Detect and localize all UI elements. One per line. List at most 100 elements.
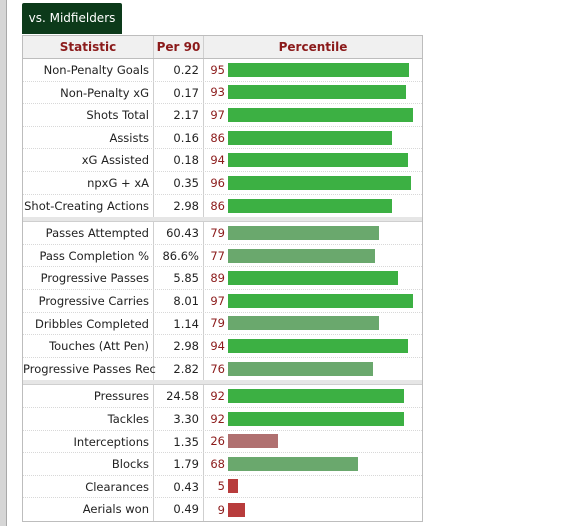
table-row: Dribbles Completed 1.14 79 (23, 312, 422, 336)
percentile-bar (228, 362, 374, 377)
per90-value: 2.82 (154, 357, 204, 381)
per90-value: 0.43 (154, 475, 204, 498)
per90-value: 2.98 (154, 335, 204, 357)
per90-value: 0.35 (154, 171, 204, 194)
table-row: Pressures 24.58 92 (23, 385, 422, 408)
table-row: Passes Attempted 60.43 79 (23, 222, 422, 245)
per90-value: 86.6% (154, 244, 204, 267)
table-row: Tackles 3.30 92 (23, 407, 422, 431)
percentile-cell: 76 (204, 358, 422, 381)
table-row: npxG + xA 0.35 96 (23, 171, 422, 195)
percentile-bar-track (228, 456, 419, 471)
percentile-value: 76 (210, 362, 225, 377)
percentile-cell: 5 (204, 476, 422, 498)
percentile-value: 79 (210, 316, 225, 331)
percentile-bar (228, 456, 358, 471)
header-statistic[interactable]: Statistic (23, 36, 154, 58)
percentile-cell: 94 (204, 335, 422, 357)
percentile-bar (228, 62, 410, 77)
stat-name: Tackles (23, 407, 154, 430)
table-row: Touches (Att Pen) 2.98 94 (23, 335, 422, 358)
percentile-bar (228, 107, 414, 122)
percentile-cell: 79 (204, 313, 422, 335)
per90-value: 0.18 (154, 149, 204, 171)
percentile-value: 79 (210, 225, 225, 240)
table-row: Pass Completion % 86.6% 77 (23, 244, 422, 268)
percentile-cell: 86 (204, 127, 422, 149)
percentile-bar (228, 479, 238, 494)
percentile-value: 86 (210, 130, 225, 145)
header-per90[interactable]: Per 90 (154, 36, 204, 58)
percentile-value: 95 (210, 62, 225, 77)
stat-name: Blocks (23, 453, 154, 475)
per90-value: 0.22 (154, 59, 204, 81)
stat-name: Progressive Passes (23, 267, 154, 289)
table-row: Progressive Carries 8.01 97 (23, 289, 422, 313)
percentile-cell: 86 (204, 195, 422, 218)
tab-vs-midfielders[interactable]: vs. Midfielders (22, 3, 122, 34)
percentile-cell: 94 (204, 149, 422, 171)
stat-name: Shots Total (23, 104, 154, 126)
table-row: Blocks 1.79 68 (23, 453, 422, 476)
percentile-value: 94 (210, 338, 225, 353)
percentile-bar-track (228, 107, 419, 122)
per90-value: 0.49 (154, 498, 204, 521)
percentile-bar (228, 153, 408, 168)
percentile-cell: 96 (204, 172, 422, 194)
percentile-bar-track (228, 248, 419, 263)
stat-name: Interceptions (23, 430, 154, 453)
percentile-value: 97 (210, 293, 225, 308)
per90-value: 24.58 (154, 385, 204, 407)
stat-name: xG Assisted (23, 149, 154, 171)
percentile-bar-track (228, 153, 419, 168)
header-percentile[interactable]: Percentile (278, 40, 348, 54)
percentile-cell: 92 (204, 385, 422, 407)
stat-name: Assists (23, 126, 154, 149)
percentile-value: 93 (210, 85, 225, 100)
percentile-bar (228, 338, 408, 353)
table-row: Assists 0.16 86 (23, 126, 422, 150)
percentile-bar-track (228, 62, 419, 77)
stat-name: Pass Completion % (23, 244, 154, 267)
percentile-bar (228, 85, 406, 100)
percentile-bar (228, 248, 376, 263)
stat-name: Passes Attempted (23, 222, 154, 244)
percentile-value: 26 (210, 434, 225, 449)
table-row: Shots Total 2.17 97 (23, 104, 422, 127)
percentile-bar (228, 502, 246, 517)
table-row: Non-Penalty Goals 0.22 95 (23, 59, 422, 82)
table-row: Progressive Passes 5.85 89 (23, 267, 422, 290)
percentile-cell: 95 (204, 59, 422, 81)
percentile-bar (228, 293, 414, 308)
stat-name: Aerials won (23, 498, 154, 521)
percentile-cell: 97 (204, 290, 422, 312)
per90-value: 60.43 (154, 222, 204, 244)
percentile-cell: 77 (204, 245, 422, 267)
percentile-bar-track (228, 130, 419, 145)
percentile-bar (228, 271, 398, 286)
table-body: Non-Penalty Goals 0.22 95 Non-Penalty xG 0.1… (23, 59, 422, 521)
percentile-bar (228, 130, 393, 145)
percentile-bar-track (228, 389, 419, 404)
percentile-cell: 26 (204, 431, 422, 453)
percentile-cell: 68 (204, 453, 422, 475)
percentile-value: 5 (217, 479, 225, 494)
stat-name: npxG + xA (23, 171, 154, 194)
table-row: Interceptions 1.35 26 (23, 430, 422, 454)
percentile-bar (228, 225, 379, 240)
percentile-bar (228, 175, 412, 190)
per90-value: 1.14 (154, 312, 204, 335)
percentile-cell: 93 (204, 82, 422, 104)
stat-name: Touches (Att Pen) (23, 335, 154, 357)
stat-name: Non-Penalty Goals (23, 59, 154, 81)
percentile-bar-track (228, 411, 419, 426)
percentile-cell: 9 (204, 498, 422, 521)
percentile-bar (228, 389, 404, 404)
percentile-bar-track (228, 85, 419, 100)
percentile-cell: 97 (204, 104, 422, 126)
stat-name: Pressures (23, 385, 154, 407)
per90-value: 1.79 (154, 453, 204, 475)
percentile-value: 9 (217, 502, 225, 517)
percentile-cell: 79 (204, 222, 422, 244)
table-row: Shot-Creating Actions 2.98 86 (23, 194, 422, 218)
